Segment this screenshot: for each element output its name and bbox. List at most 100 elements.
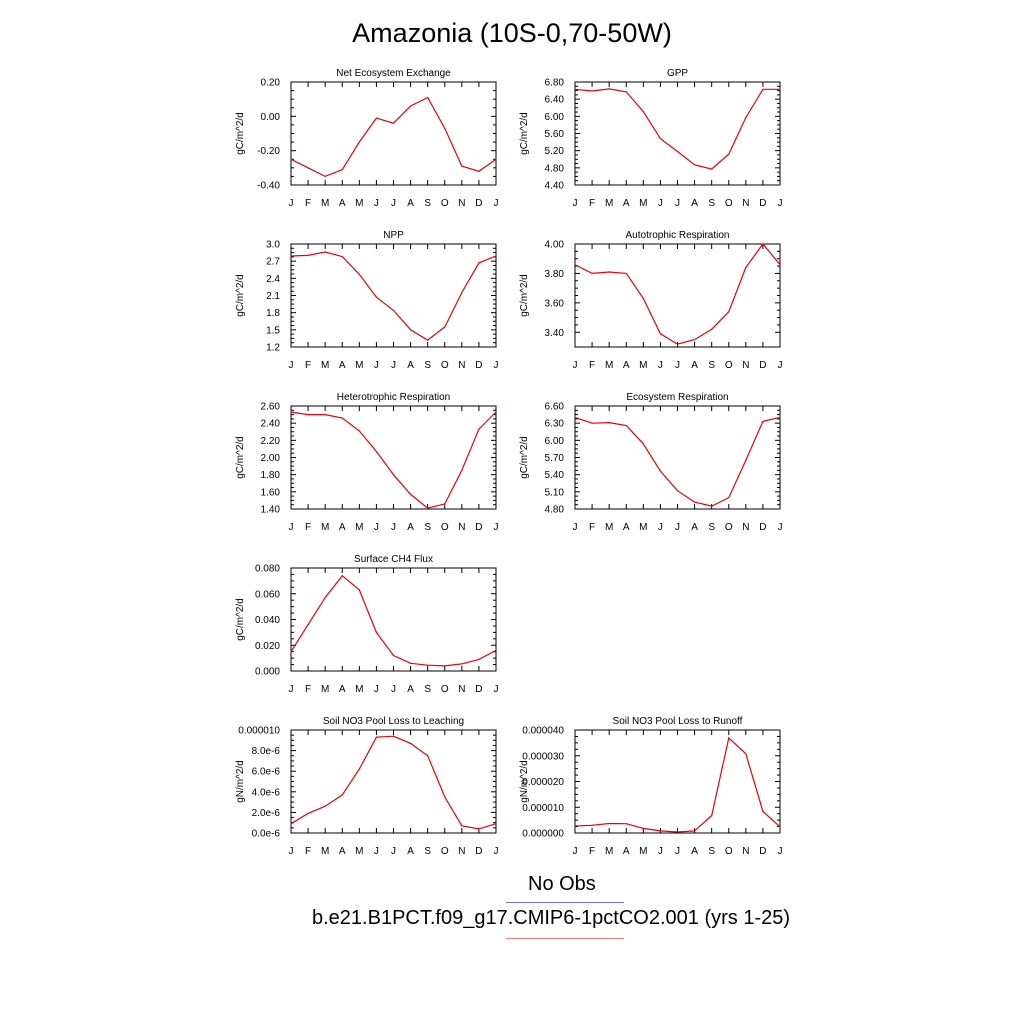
y-tick-label: -0.40 [257,181,280,192]
x-tick-label: F [589,360,595,371]
x-tick-label: A [623,360,630,371]
data-point [693,830,696,832]
x-tick-label: J [778,198,783,209]
data-point [676,150,679,153]
x-tick-label: J [494,684,499,695]
data-point [444,127,446,129]
x-tick-label: O [725,360,733,371]
data-point [676,831,679,833]
chart-panel-6: Ecosystem Respiration 6.60 6.30 6.00 5.70 5.4… [519,392,783,533]
x-tick-label: O [441,846,449,857]
x-tick-label: M [321,198,329,209]
data-point [495,158,497,160]
data-point [728,311,730,313]
x-tick-label: N [742,360,749,371]
data-point [728,153,730,155]
data-point [693,339,696,341]
x-tick-label: J [391,198,396,209]
data-point [478,170,480,172]
data-point [341,168,343,171]
y-axis-label: gN/m^2/d [235,760,246,803]
x-tick-label: J [289,684,294,695]
x-tick-label: D [759,846,766,857]
data-point [625,823,627,825]
x-tick-label: A [407,684,414,695]
data-point [392,735,395,737]
data-point [290,823,292,825]
data-point [574,264,576,266]
x-tick-label: J [374,846,379,857]
x-tick-label: M [355,846,363,857]
y-tick-label: 4.00 [545,240,565,251]
x-tick-label: D [475,198,482,209]
x-tick-label: S [424,522,431,533]
x-tick-label: M [605,522,613,533]
x-tick-label: O [725,198,733,209]
data-point [495,411,497,413]
data-point [693,501,696,503]
x-tick-label: D [759,522,766,533]
x-tick-label: A [623,846,630,857]
x-tick-label: J [573,198,578,209]
x-tick-label: D [759,198,766,209]
y-tick-label: 0.000010 [238,726,280,737]
x-tick-label: J [391,846,396,857]
x-tick-label: J [494,198,499,209]
data-point [358,430,360,432]
data-point [728,496,730,499]
data-point [444,665,446,667]
data-point [642,297,644,300]
data-point [307,413,309,416]
y-tick-label: 0.040 [255,615,280,626]
data-point [711,328,713,330]
data-point [745,459,747,461]
plot-frame [574,81,781,186]
data-point [427,664,429,666]
data-point [728,737,730,739]
y-axis-label: gC/m^2/d [235,598,246,641]
y-tick-label: 2.1 [266,291,280,302]
y-tick-label: 6.00 [545,112,565,123]
data-point [659,470,662,472]
x-tick-label: J [289,846,294,857]
x-tick-label: M [355,198,363,209]
legend-obs-line [506,902,624,903]
chart-title: GPP [667,68,688,79]
y-axis-label: gN/m^2/d [519,760,530,803]
y-tick-label: 2.0e-6 [252,808,281,819]
x-tick-label: M [605,846,613,857]
y-tick-label: 0.0e-6 [252,829,281,840]
x-tick-label: J [391,522,396,533]
data-point [659,333,662,335]
chart-panel-2: GPP 6.80 6.40 6.00 5.60 5.20 4.80 4.40 gC/m^2/d J… [519,68,783,209]
y-tick-label: 2.4 [266,274,280,285]
data-point [290,255,292,257]
x-tick-label: J [374,360,379,371]
x-tick-label: F [305,522,311,533]
data-point [324,805,326,807]
data-point [591,90,593,92]
data-point [574,416,576,419]
x-tick-label: F [305,684,311,695]
data-point [495,649,497,652]
data-point [574,88,576,90]
data-point [495,823,497,825]
x-tick-label: J [391,684,396,695]
y-tick-label: 4.40 [545,181,565,192]
data-point [745,753,747,755]
chart-panel-1: Net Ecosystem Exchange 0.20 0.00 -0.20 -0.40… [235,68,499,209]
legend-model-line [506,938,624,939]
y-tick-label: 6.0e-6 [252,767,281,778]
data-point [290,651,292,653]
x-tick-label: J [374,198,379,209]
plot-frame [574,405,781,510]
x-tick-label: J [494,522,499,533]
data-point [427,96,429,99]
chart-panel-9: Soil NO3 Pool Loss to Runoff 0.000040 0.00… [519,716,783,857]
data-point [478,828,480,830]
x-tick-label: M [639,846,647,857]
y-tick-label: 2.20 [261,436,281,447]
x-tick-label: O [441,198,449,209]
y-axis-label: gC/m^2/d [235,274,246,317]
